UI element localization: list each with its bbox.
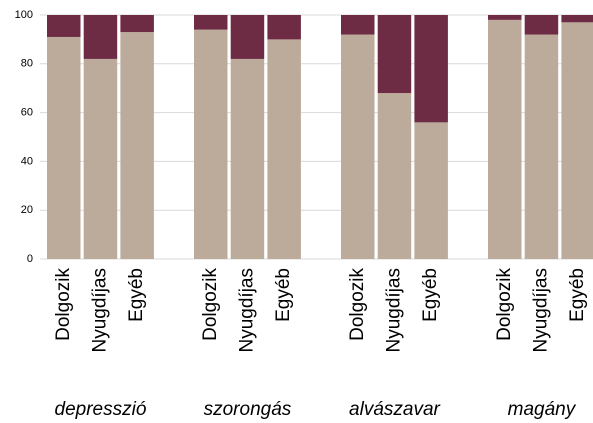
bar-segment [341,34,375,259]
bar-segment [524,34,559,259]
bar-segment [377,15,412,94]
bar-segment [83,58,118,259]
x-tick-label: Egyéb [126,268,147,322]
y-tick-label: 100 [15,9,33,21]
y-tick-label: 40 [21,155,33,167]
bar-segment [47,15,81,37]
bar-segment [194,15,228,30]
bar-segment [414,122,448,259]
bar-segment [377,93,412,259]
x-tick-label: Nyugdíjas [89,268,110,353]
bar-segment [83,15,118,59]
bar-segment [561,22,593,259]
group-label: magány [508,399,577,420]
bar-segment [488,19,522,259]
y-tick-label: 20 [21,204,33,216]
x-tick-label: Nyugdíjas [530,268,551,353]
bar-segment [230,58,265,259]
x-tick-label: Egyéb [273,268,294,322]
bar-segment [561,15,593,23]
x-tick-label: Egyéb [567,268,588,322]
y-tick-label: 60 [21,107,33,119]
group-label: depresszió [55,399,147,420]
bar-segment [120,32,154,259]
y-tick-label: 80 [21,58,33,70]
bar-segment [47,36,81,260]
bar-segment [120,15,154,33]
x-tick-label: Dolgozik [53,268,74,341]
bar-segment [488,15,522,20]
bar-segment [267,15,301,40]
x-tick-label: Egyéb [420,268,441,322]
bar-segment [194,29,228,259]
x-tick-label: Dolgozik [347,268,368,341]
x-tick-label: Nyugdíjas [383,268,404,353]
bar-segment [414,15,448,123]
bar-segment [230,15,265,59]
y-tick-label: 0 [27,253,33,265]
group-label: szorongás [204,399,292,420]
group-label: alvászavar [349,399,440,420]
x-tick-label: Dolgozik [200,268,221,341]
bar-segment [341,15,375,35]
bar-segment [267,39,301,260]
x-tick-label: Dolgozik [494,268,515,341]
x-tick-label: Nyugdíjas [236,268,257,353]
bar-segment [524,15,559,35]
